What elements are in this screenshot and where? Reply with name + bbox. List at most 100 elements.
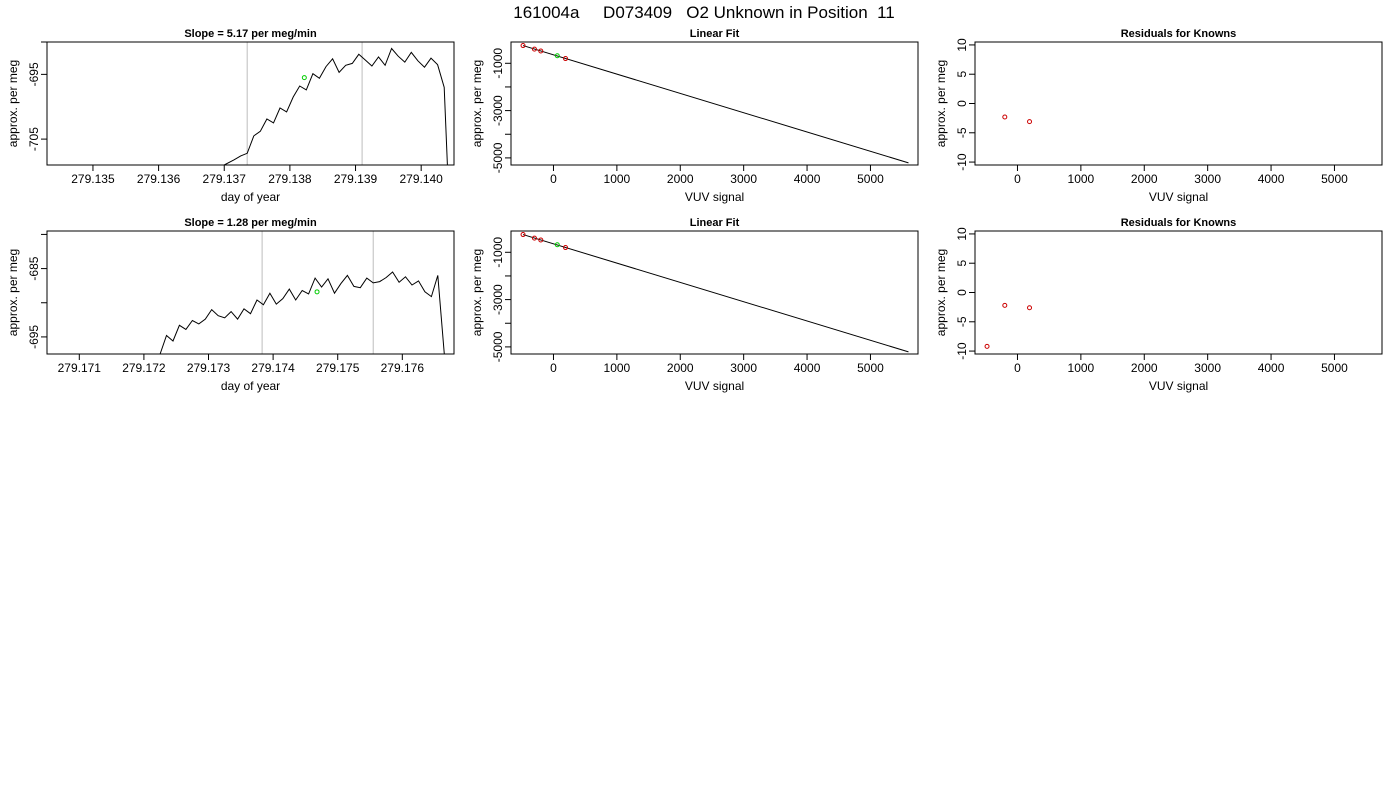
y-axis-label: approx. per meg (934, 60, 948, 147)
y-axis-label: approx. per meg (470, 60, 484, 147)
y-tick-label: -10 (955, 153, 969, 171)
x-axis-label: VUV signal (1149, 379, 1208, 393)
y-tick-label: -1000 (491, 237, 505, 268)
unknown-point (554, 53, 560, 59)
x-tick-label: 2000 (667, 361, 694, 375)
y-axis-label: approx. per meg (470, 249, 484, 336)
x-tick-label: 5000 (857, 172, 884, 186)
y-tick-label: 5 (955, 71, 969, 78)
y-tick-label: -5 (955, 316, 969, 327)
x-tick-label: 4000 (1258, 361, 1285, 375)
x-axis-label: day of year (221, 190, 280, 204)
y-tick-label: -1000 (491, 48, 505, 79)
x-tick-label: 279.140 (399, 172, 443, 186)
y-tick-label: -3000 (491, 95, 505, 126)
x-tick-label: 2000 (1131, 361, 1158, 375)
x-tick-label: 279.138 (268, 172, 312, 186)
x-tick-label: 279.174 (251, 361, 295, 375)
x-tick-label: 1000 (1068, 361, 1095, 375)
x-tick-label: 4000 (794, 172, 821, 186)
x-tick-label: 279.172 (122, 361, 166, 375)
plot-frame (46, 230, 455, 355)
plot-frame (510, 230, 919, 355)
x-tick-label: 279.173 (187, 361, 231, 375)
y-tick-label: -3000 (491, 284, 505, 315)
known-point (563, 56, 569, 62)
unknown-point (301, 75, 307, 81)
fit-line (522, 45, 909, 164)
x-tick-label: 5000 (1321, 361, 1348, 375)
plot-area (1002, 114, 1033, 125)
y-axis-label: approx. per meg (934, 249, 948, 336)
x-tick-label: 3000 (730, 361, 757, 375)
y-tick-label: -10 (955, 342, 969, 360)
chart-title: Slope = 1.28 per meg/min (184, 217, 317, 229)
x-tick-label: 1000 (1068, 172, 1095, 186)
known-point (531, 46, 537, 52)
chart-title: Residuals for Knowns (1121, 28, 1237, 40)
x-tick-label: 0 (1014, 361, 1021, 375)
plot-frame (46, 41, 455, 166)
chart-title: Linear Fit (690, 28, 740, 40)
x-tick-label: 5000 (857, 361, 884, 375)
y-tick-label: -5000 (491, 142, 505, 173)
x-axis-label: VUV signal (1149, 190, 1208, 204)
known-point (984, 343, 990, 349)
x-tick-label: 279.171 (58, 361, 102, 375)
x-tick-label: 3000 (730, 172, 757, 186)
unknown-point (314, 289, 320, 295)
known-point (563, 245, 569, 251)
known-point (1027, 119, 1033, 125)
x-tick-label: 3000 (1194, 361, 1221, 375)
x-tick-label: 279.135 (71, 172, 115, 186)
series-line (223, 47, 448, 165)
known-point (520, 43, 526, 49)
chart-panel-5: Linear Fit 0 1000 2000 3000 4000 5000 -1000 -300… (470, 217, 919, 393)
y-tick-label: -695 (27, 325, 41, 349)
x-tick-label: 1000 (604, 172, 631, 186)
known-point (1002, 114, 1008, 120)
x-tick-label: 279.175 (316, 361, 360, 375)
plot-area (520, 232, 909, 353)
x-tick-label: 279.136 (137, 172, 181, 186)
plot-area (223, 42, 448, 165)
y-axis-label: approx. per meg (6, 249, 20, 336)
y-axis-label: approx. per meg (6, 60, 20, 147)
x-tick-label: 0 (550, 172, 557, 186)
x-axis-label: VUV signal (685, 379, 744, 393)
plot-area (984, 302, 1033, 349)
chart-panel-1: Slope = 5.17 per meg/min 279.135 279.136 27… (6, 28, 455, 204)
y-tick-label: -5 (955, 127, 969, 138)
x-tick-label: 5000 (1321, 172, 1348, 186)
known-point (1002, 302, 1008, 308)
y-tick-label: 0 (955, 289, 969, 296)
plot-frame (510, 41, 919, 166)
plot-frame (974, 230, 1383, 355)
known-point (520, 232, 526, 238)
y-tick-label: -695 (27, 62, 41, 86)
series-line (159, 271, 445, 354)
known-point (531, 235, 537, 241)
known-point (538, 48, 544, 54)
x-tick-label: 0 (1014, 172, 1021, 186)
x-axis-label: day of year (221, 379, 280, 393)
x-axis-label: VUV signal (685, 190, 744, 204)
chart-grid: Slope = 5.17 per meg/min 279.135 279.136 27… (6, 28, 1383, 393)
x-tick-label: 279.137 (203, 172, 247, 186)
fit-line (522, 234, 909, 353)
y-tick-label: 5 (955, 260, 969, 267)
chart-title: Slope = 5.17 per meg/min (184, 28, 317, 40)
x-tick-label: 279.139 (334, 172, 378, 186)
x-tick-label: 2000 (1131, 172, 1158, 186)
page-title: 161004a D073409 O2 Unknown in Position 1… (513, 3, 895, 22)
chart-panel-3: Residuals for Knowns 0 1000 2000 3000 4000 500… (934, 28, 1383, 204)
chart-panel-2: Linear Fit 0 1000 2000 3000 4000 5000 -1000 -300… (470, 28, 919, 204)
chart-panel-6: Residuals for Knowns 0 1000 2000 3000 4000 500… (934, 217, 1383, 393)
y-tick-label: 10 (955, 38, 969, 52)
x-tick-label: 1000 (604, 361, 631, 375)
chart-title: Residuals for Knowns (1121, 217, 1237, 229)
x-tick-label: 2000 (667, 172, 694, 186)
y-tick-label: -685 (27, 256, 41, 280)
unknown-point (554, 242, 560, 248)
